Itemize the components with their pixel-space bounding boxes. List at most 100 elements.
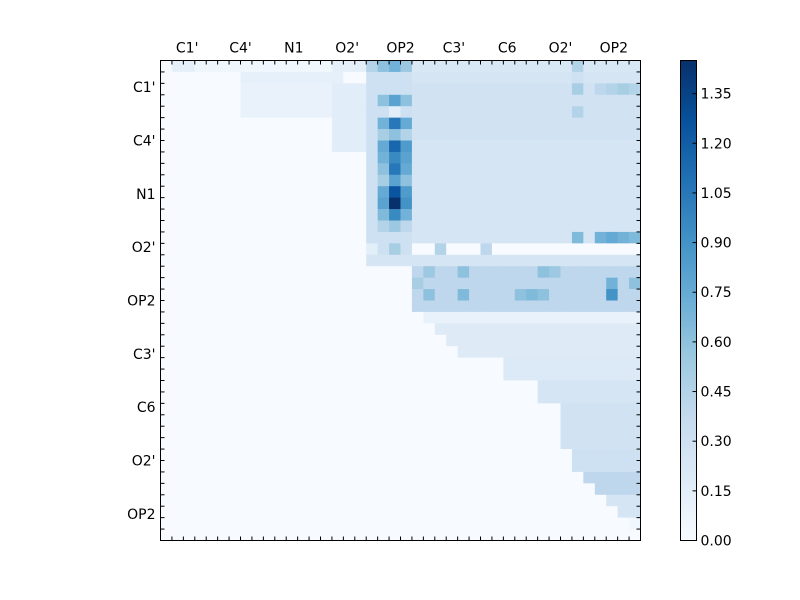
heatmap-cell bbox=[331, 129, 344, 141]
heatmap-cell bbox=[263, 289, 276, 301]
heatmap-cell bbox=[320, 129, 333, 141]
heatmap-cell bbox=[606, 506, 619, 519]
heatmap-cell bbox=[526, 83, 539, 96]
heatmap-cell bbox=[229, 323, 241, 336]
heatmap-cell bbox=[400, 300, 413, 313]
heatmap-cell bbox=[537, 174, 550, 187]
heatmap-cell bbox=[446, 426, 459, 439]
heatmap-cell bbox=[160, 220, 173, 233]
heatmap-cell bbox=[274, 277, 287, 290]
heatmap-cell bbox=[617, 346, 630, 359]
heatmap-cell bbox=[606, 106, 619, 119]
heatmap-cell bbox=[320, 449, 333, 461]
heatmap-cell bbox=[560, 460, 573, 473]
heatmap-cell bbox=[240, 460, 253, 473]
heatmap-cell bbox=[320, 517, 333, 530]
heatmap-cell bbox=[320, 494, 333, 507]
heatmap-cell bbox=[354, 71, 367, 84]
heatmap-cell bbox=[549, 437, 561, 450]
heatmap-cell bbox=[240, 174, 253, 187]
heatmap-cell bbox=[400, 529, 413, 541]
heatmap-cell bbox=[594, 426, 607, 439]
heatmap-cell bbox=[377, 449, 390, 461]
heatmap-cell bbox=[446, 71, 459, 84]
heatmap-cell bbox=[331, 174, 344, 187]
heatmap-cell bbox=[629, 437, 641, 450]
heatmap-cell bbox=[297, 243, 310, 256]
heatmap-cell bbox=[309, 277, 321, 290]
heatmap-cell bbox=[297, 94, 310, 107]
heatmap-cell bbox=[411, 71, 424, 84]
heatmap-cell bbox=[320, 60, 333, 73]
heatmap-cell bbox=[503, 289, 516, 301]
heatmap-cell bbox=[480, 151, 493, 164]
heatmap-cell bbox=[606, 140, 619, 153]
heatmap-cell bbox=[389, 483, 401, 496]
heatmap-cell bbox=[594, 403, 607, 416]
heatmap-cell bbox=[354, 243, 367, 256]
heatmap-cell bbox=[480, 334, 493, 347]
heatmap-cell bbox=[309, 197, 321, 210]
heatmap-cell bbox=[274, 243, 287, 256]
heatmap-cell bbox=[206, 174, 219, 187]
heatmap-cell bbox=[617, 140, 630, 153]
heatmap-cell bbox=[389, 117, 401, 130]
y-tick-label: O2' bbox=[132, 240, 156, 256]
heatmap-cell bbox=[503, 483, 516, 496]
heatmap-cell bbox=[331, 506, 344, 519]
heatmap-cell bbox=[297, 494, 310, 507]
heatmap-cell bbox=[423, 506, 436, 519]
heatmap-cell bbox=[480, 243, 493, 256]
heatmap-cell bbox=[377, 323, 390, 336]
heatmap-cell bbox=[411, 529, 424, 541]
heatmap-cell bbox=[537, 140, 550, 153]
heatmap-cell bbox=[537, 254, 550, 267]
heatmap-cell bbox=[217, 529, 230, 541]
heatmap-cell bbox=[400, 71, 413, 84]
heatmap-cell bbox=[491, 117, 504, 130]
heatmap-cell bbox=[549, 117, 561, 130]
heatmap-cell bbox=[331, 71, 344, 84]
heatmap-cell bbox=[537, 529, 550, 541]
heatmap-cell bbox=[320, 369, 333, 381]
heatmap-cell bbox=[274, 129, 287, 141]
heatmap-cell bbox=[503, 517, 516, 530]
heatmap-cell bbox=[377, 380, 390, 393]
colorbar-tick-label: 1.20 bbox=[701, 136, 732, 152]
heatmap-cell bbox=[320, 426, 333, 439]
heatmap-cell bbox=[263, 460, 276, 473]
heatmap-cell bbox=[286, 174, 299, 187]
heatmap-cell bbox=[423, 300, 436, 313]
heatmap-cell bbox=[526, 209, 539, 221]
heatmap-cell bbox=[229, 71, 241, 84]
heatmap-cell bbox=[354, 163, 367, 176]
heatmap-cell bbox=[491, 254, 504, 267]
heatmap-cell bbox=[549, 483, 561, 496]
heatmap-cell bbox=[617, 151, 630, 164]
heatmap-cell bbox=[583, 254, 596, 267]
heatmap-cell bbox=[389, 357, 401, 370]
heatmap-cell bbox=[183, 460, 196, 473]
heatmap-cell bbox=[240, 94, 253, 107]
heatmap-cell bbox=[514, 209, 527, 221]
heatmap-cell bbox=[286, 186, 299, 199]
heatmap-cell bbox=[560, 426, 573, 439]
heatmap-cell bbox=[251, 117, 264, 130]
heatmap-cell bbox=[366, 83, 379, 96]
heatmap-cell bbox=[434, 151, 447, 164]
heatmap-cell bbox=[274, 369, 287, 381]
heatmap-cell bbox=[320, 243, 333, 256]
heatmap-cell bbox=[194, 426, 207, 439]
minor-ticks bbox=[160, 60, 641, 541]
heatmap-cell bbox=[160, 243, 173, 256]
heatmap-cell bbox=[491, 83, 504, 96]
heatmap-cell bbox=[343, 140, 356, 153]
heatmap-cell bbox=[286, 483, 299, 496]
heatmap-cell bbox=[583, 517, 596, 530]
heatmap-cell bbox=[560, 197, 573, 210]
heatmap-cell bbox=[331, 483, 344, 496]
heatmap-cell bbox=[217, 506, 230, 519]
heatmap-cell bbox=[446, 460, 459, 473]
heatmap-cell bbox=[503, 311, 516, 324]
